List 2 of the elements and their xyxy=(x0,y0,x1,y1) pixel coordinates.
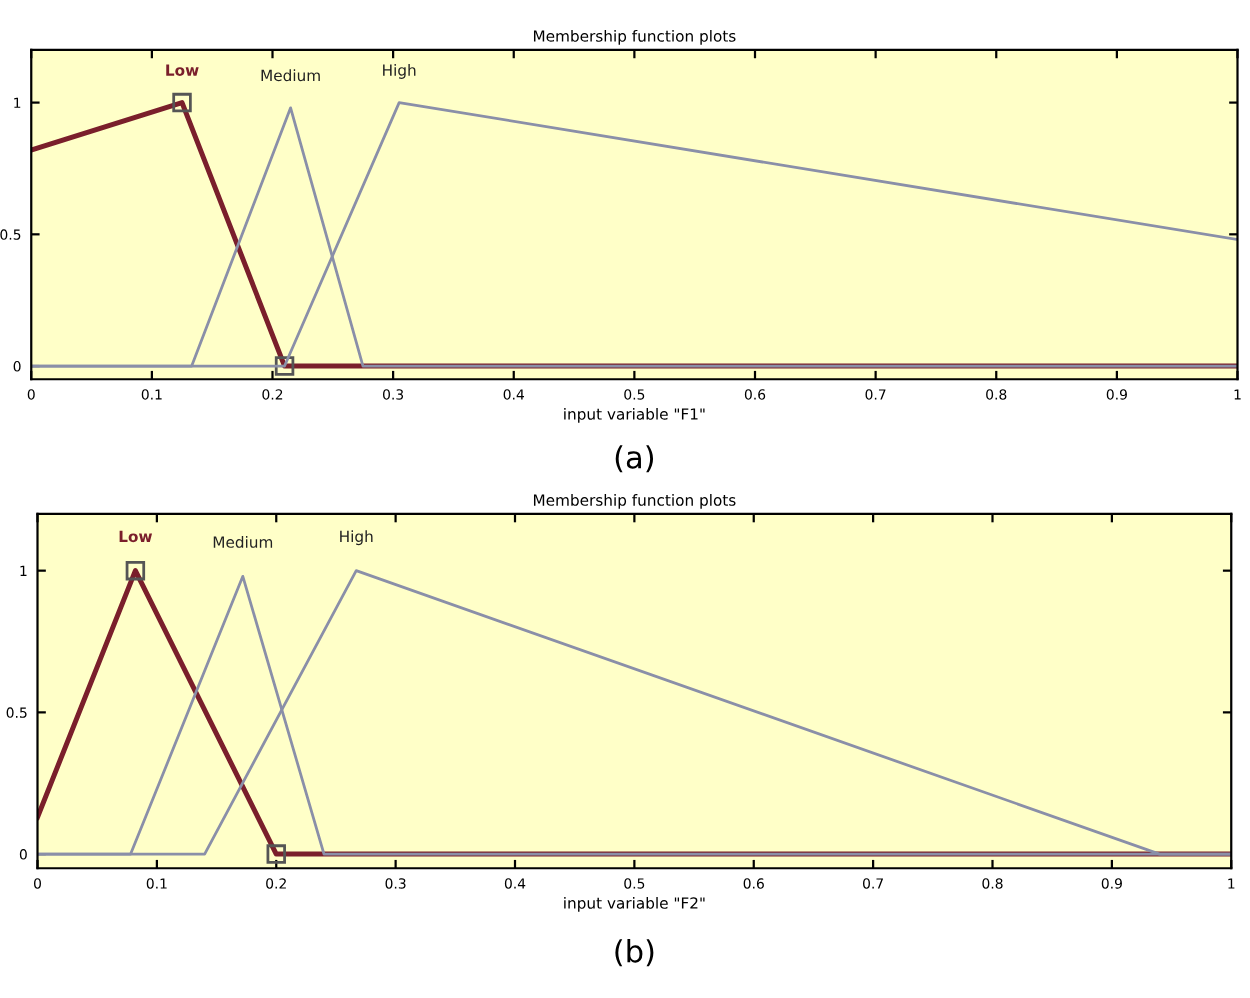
text: (b) xyxy=(615,939,654,967)
text: (a) xyxy=(615,445,654,473)
